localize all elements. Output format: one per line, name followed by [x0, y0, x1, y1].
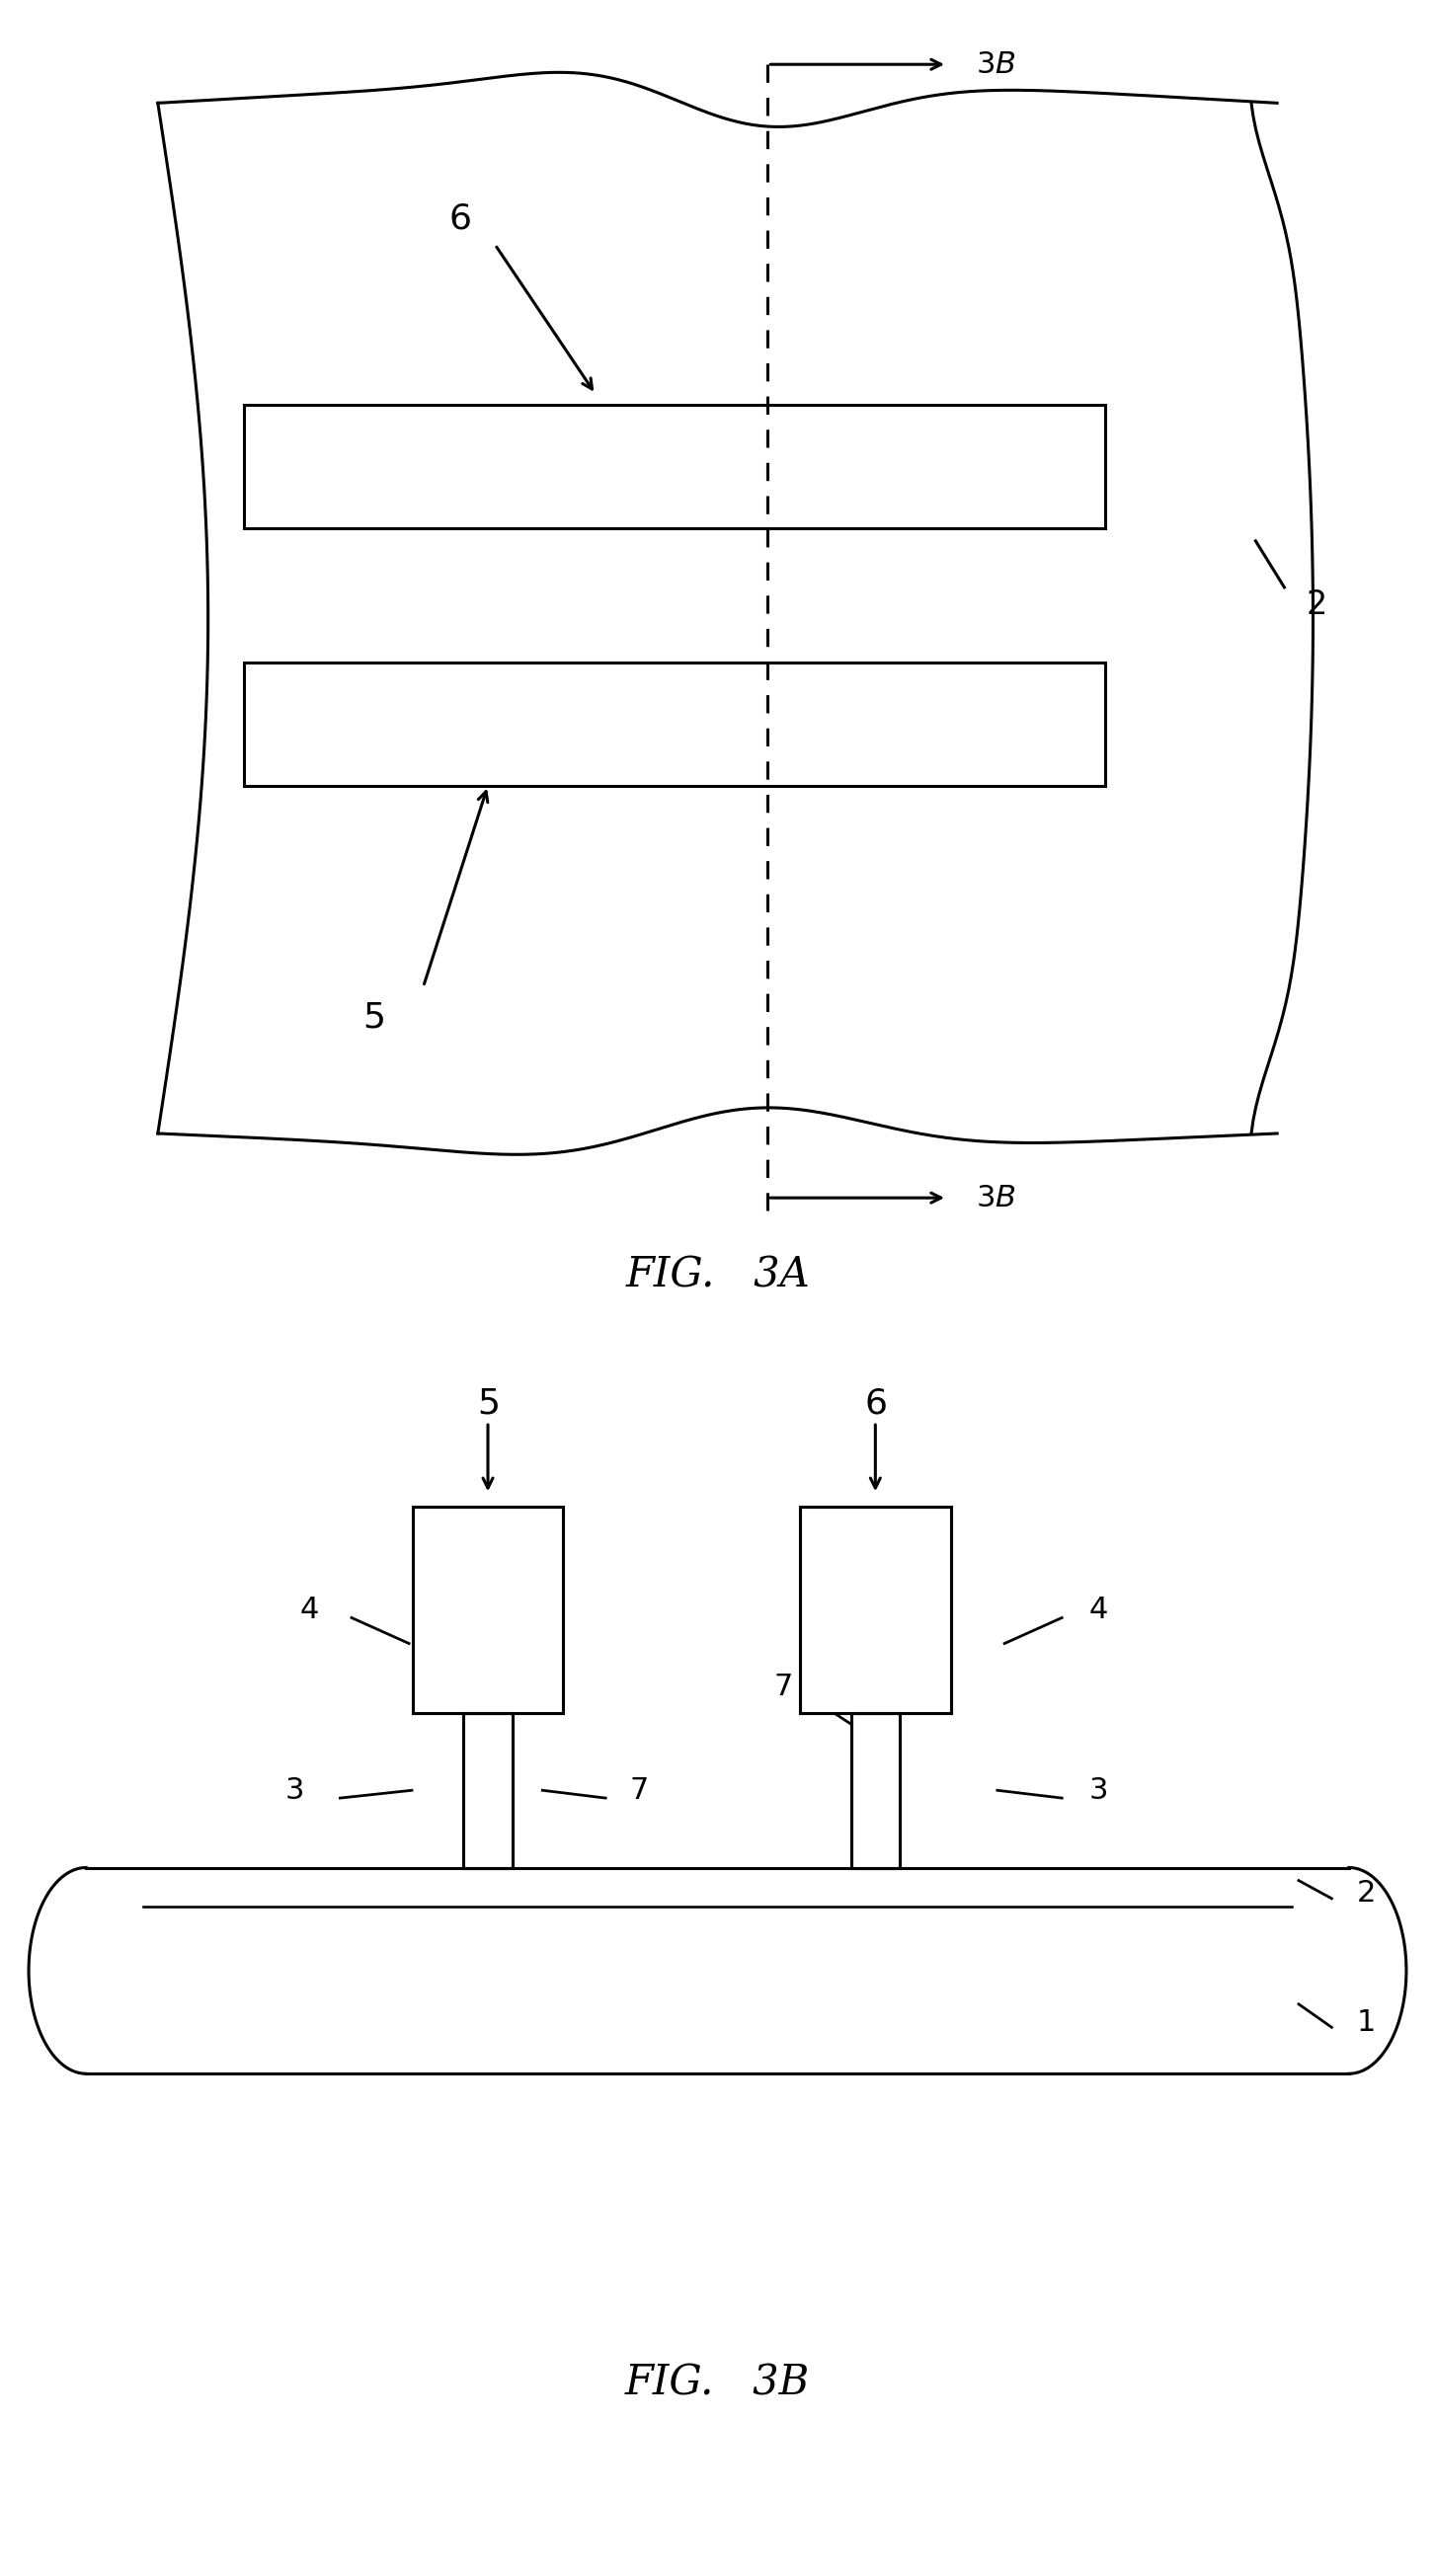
- Text: $\mathit{7}$: $\mathit{7}$: [630, 1775, 647, 1806]
- Bar: [464, 1713, 512, 1868]
- Text: $\mathit{7}$: $\mathit{7}$: [773, 1672, 791, 1703]
- Polygon shape: [413, 1507, 563, 1713]
- Text: $\mathit{3B}$: $\mathit{3B}$: [976, 1182, 1016, 1213]
- Text: $\mathit{5}$: $\mathit{5}$: [362, 999, 385, 1036]
- Text: $\mathit{5}$: $\mathit{5}$: [476, 1386, 499, 1422]
- Text: $\mathit{2}$: $\mathit{2}$: [1306, 590, 1326, 621]
- Text: FIG.   3A: FIG. 3A: [626, 1255, 809, 1296]
- Bar: [801, 1507, 950, 1713]
- Text: $\mathit{1}$: $\mathit{1}$: [1356, 2007, 1375, 2038]
- Polygon shape: [158, 72, 1313, 1154]
- Polygon shape: [801, 1507, 950, 1713]
- Bar: [464, 1713, 512, 1868]
- Text: FIG.   3B: FIG. 3B: [626, 2362, 809, 2403]
- Polygon shape: [29, 1868, 1406, 2074]
- Text: $\mathit{4}$: $\mathit{4}$: [1088, 1595, 1108, 1625]
- Bar: [244, 404, 1105, 528]
- Bar: [851, 1713, 900, 1868]
- Text: $\mathit{2}$: $\mathit{2}$: [1356, 1878, 1375, 1909]
- Text: $\mathit{6}$: $\mathit{6}$: [448, 201, 471, 237]
- Text: $\mathit{6}$: $\mathit{6}$: [864, 1386, 887, 1422]
- Bar: [851, 1713, 900, 1868]
- Bar: [413, 1507, 563, 1713]
- Bar: [244, 662, 1105, 786]
- Bar: [801, 1507, 950, 1713]
- Bar: [413, 1507, 563, 1713]
- Text: $\mathit{3}$: $\mathit{3}$: [284, 1775, 304, 1806]
- Text: $\mathit{3}$: $\mathit{3}$: [1088, 1775, 1108, 1806]
- Text: $\mathit{4}$: $\mathit{4}$: [298, 1595, 319, 1625]
- Text: $\mathit{3B}$: $\mathit{3B}$: [976, 49, 1016, 80]
